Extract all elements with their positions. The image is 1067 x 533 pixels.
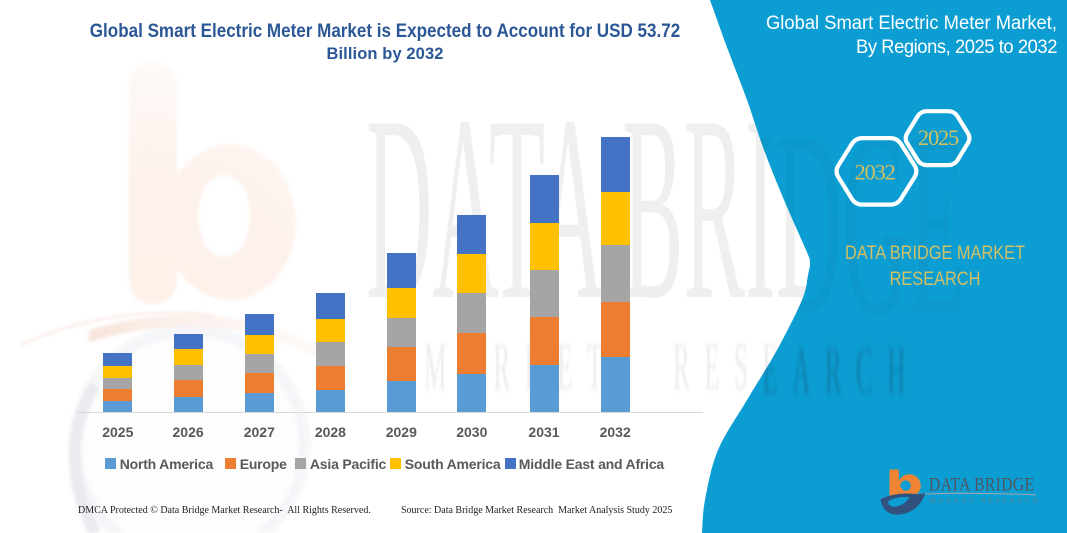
svg-text:2032: 2032 [854, 160, 895, 185]
svg-text:2025: 2025 [918, 125, 959, 150]
svg-text:RESEARCH: RESEARCH [673, 333, 920, 409]
svg-text:MARKET: MARKET [424, 333, 617, 409]
svg-text:MARKET RESEARCH: MARKET RESEARCH [930, 497, 1041, 505]
svg-text:DATA BRIDGE: DATA BRIDGE [929, 474, 1034, 495]
